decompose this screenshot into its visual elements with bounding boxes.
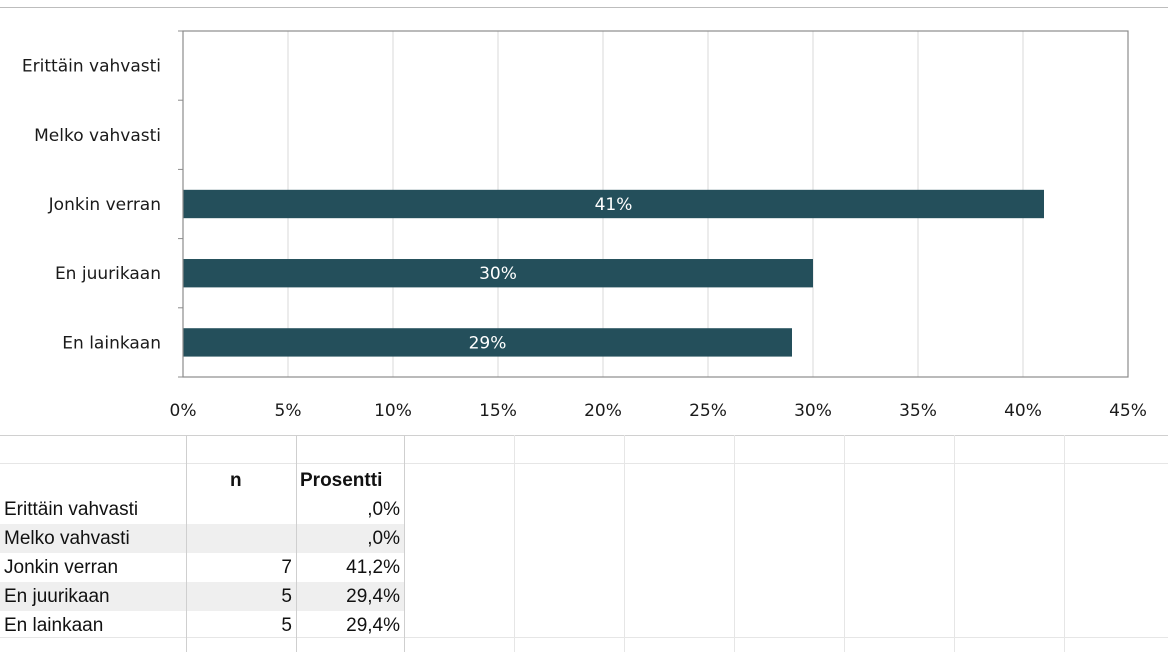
table-column-divider [404,435,405,652]
row-percent: ,0% [367,499,400,520]
x-tick-label: 30% [794,401,832,421]
row-percent: 29,4% [346,615,400,636]
sheet-gridline [624,435,625,652]
sheet-gridline [954,435,955,652]
table-row: Melko vahvasti ,0% [0,524,404,553]
row-n [186,524,292,553]
sheet-gridline [1064,435,1065,652]
x-tick-label: 45% [1109,401,1147,421]
tick-labels: 0% 5% 10% 15% 20% 25% 30% 35% 40% 45% [170,401,1147,421]
sheet-gridline [844,435,845,652]
sheet-gridline [734,435,735,652]
header-percent: Prosentti [300,470,383,491]
bar [183,259,813,288]
row-percent: 41,2% [346,557,400,578]
table-row: En lainkaan 5 29,4% [0,611,404,640]
row-label: Erittäin vahvasti [4,499,139,520]
category-label: En juurikaan [55,264,161,284]
row-label: Jonkin verran [4,557,119,578]
category-label: Jonkin verran [48,195,161,215]
x-tick-label: 15% [479,401,517,421]
table-row: En juurikaan 5 29,4% [0,582,404,611]
row-label: En lainkaan [4,615,104,636]
row-n: 5 [281,615,292,636]
sheet-gridline [0,435,1168,436]
bar-value-label: 29% [469,333,507,353]
sheet-gridline [514,435,515,652]
x-tick-label: 0% [170,401,197,421]
sheet-gridline [0,7,1168,8]
category-label: En lainkaan [62,333,161,353]
table-header-row: n Prosentti [0,466,404,495]
row-n: 5 [281,586,292,607]
category-labels: Erittäin vahvasti Melko vahvasti Jonkin ve… [22,57,161,354]
x-tick-label: 5% [275,401,302,421]
sheet-gridline [0,463,1168,464]
x-tick-label: 20% [584,401,622,421]
row-label: En juurikaan [4,586,110,607]
row-percent: ,0% [367,528,400,549]
category-label: Erittäin vahvasti [22,57,161,77]
row-n [186,495,292,524]
bar-chart: 41% 30% 29% Erittäin vahvasti Melko vahvast… [22,30,1147,421]
header-n: n [230,470,242,491]
x-tick-label: 35% [899,401,937,421]
category-label: Melko vahvasti [34,126,161,146]
bar-value-label: 30% [479,264,517,284]
table-column-divider [186,435,187,652]
table-column-divider [296,435,297,652]
bars: 41% 30% 29% [183,189,1044,357]
bar-value-label: 41% [595,195,633,215]
sheet-gridline [0,637,1168,638]
table-row: Erittäin vahvasti ,0% [0,495,404,524]
x-tick-label: 40% [1004,401,1042,421]
table-row: Jonkin verran 7 41,2% [0,553,404,582]
plot-area-border [182,30,1129,378]
x-tick-label: 10% [374,401,412,421]
bar [183,328,792,357]
bar [183,189,1044,219]
x-tick-label: 25% [689,401,727,421]
row-label: Melko vahvasti [4,528,130,549]
row-percent: 29,4% [346,586,400,607]
row-n: 7 [281,557,292,578]
